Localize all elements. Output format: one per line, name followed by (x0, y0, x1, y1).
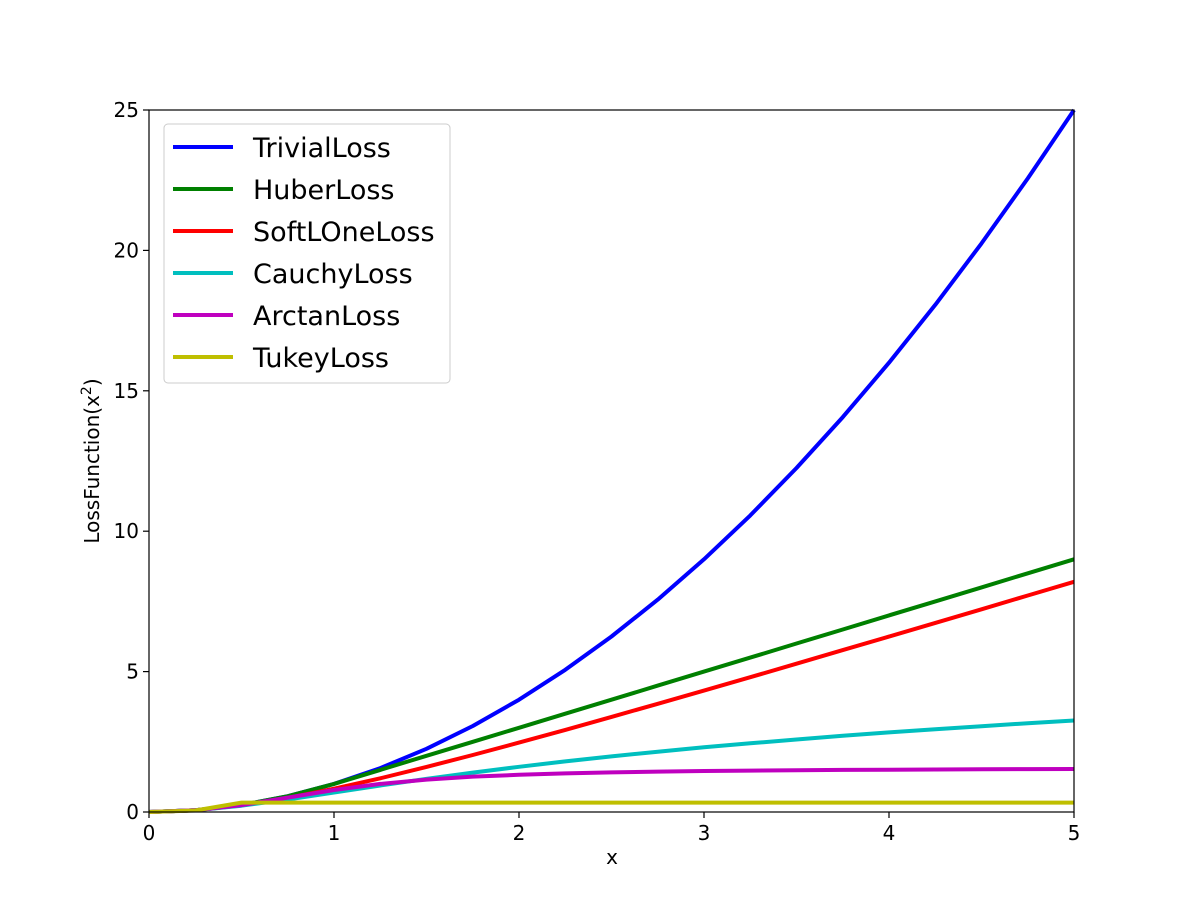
axes-frame (148, 109, 1075, 813)
legend-label-cauchyloss: CauchyLoss (253, 259, 413, 290)
x-tick-label: 5 (1068, 821, 1081, 845)
y-axis-label-superscript: 2 (79, 386, 95, 395)
x-tick-label: 0 (143, 821, 156, 845)
y-tick-label: 0 (126, 800, 139, 824)
series-line-arctanloss (148, 767, 1075, 814)
x-tick-label: 2 (513, 821, 526, 845)
y-tick-label: 25 (114, 98, 139, 122)
legend-label-tukeyloss: TukeyLoss (252, 343, 389, 374)
y-tick-label: 20 (114, 238, 139, 262)
y-tick-label: 10 (114, 519, 139, 543)
x-axis-label: x (606, 845, 618, 869)
legend-label-trivialloss: TrivialLoss (252, 133, 391, 164)
y-tick-label: 5 (126, 660, 139, 684)
y-axis-label-main: LossFunction(x (80, 395, 104, 544)
series-line-cauchyloss (148, 718, 1075, 814)
legend: TrivialLoss HuberLoss SoftLOneLoss CauchyLo… (163, 123, 451, 384)
series-line-huberloss (148, 557, 1075, 814)
y-tick-label: 15 (114, 379, 139, 403)
legend-label-arctanloss: ArctanLoss (253, 301, 400, 332)
series-line-tukeyloss (148, 800, 1074, 814)
plot-area (148, 108, 1076, 814)
x-tick-label: 1 (328, 821, 341, 845)
y-axis-label-close: ) (80, 378, 104, 386)
series-line-softloneloss (148, 579, 1075, 814)
ticks: 0 1 2 3 4 5 0 5 10 15 20 25 (114, 98, 1081, 845)
legend-label-softloneloss: SoftLOneLoss (253, 217, 435, 248)
x-tick-label: 4 (883, 821, 896, 845)
legend-box (163, 123, 451, 384)
x-tick-label: 3 (698, 821, 711, 845)
legend-label-huberloss: HuberLoss (253, 175, 395, 206)
y-axis-label: LossFunction(x2) (79, 378, 104, 543)
